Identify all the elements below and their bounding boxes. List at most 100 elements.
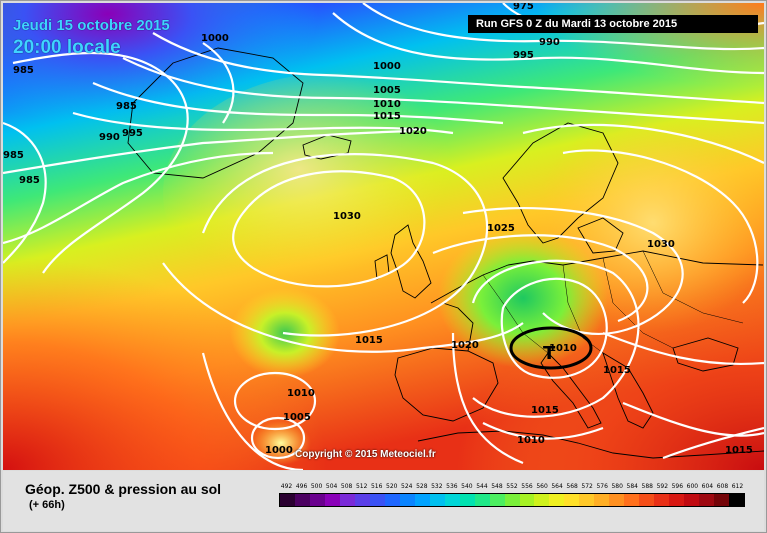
- scale-swatch: [280, 494, 295, 506]
- isobar-line: [162, 262, 524, 353]
- isobar-line: [471, 259, 640, 418]
- color-scale-bar: [279, 493, 745, 507]
- scale-label: 532: [431, 483, 443, 490]
- scale-label: 512: [355, 483, 368, 490]
- isobar-label: 1000: [373, 61, 401, 72]
- isobar-label: 1015: [355, 335, 383, 346]
- coast-iberia: [394, 347, 499, 422]
- coast-great-britain: [390, 224, 432, 299]
- scale-labels: 492 496 500 504 508 512 516 520 524 528 532 536 540 5…: [279, 483, 745, 490]
- isobar-label: 1020: [399, 126, 427, 137]
- scale-swatch: [594, 494, 610, 506]
- scale-label: 528: [416, 483, 428, 490]
- scale-swatch: [354, 494, 370, 506]
- isobar-line: [332, 12, 764, 75]
- coast-north-europe: [430, 250, 764, 304]
- scale-label: 560: [536, 483, 548, 490]
- isobar-line: [122, 57, 764, 125]
- scale-swatch: [324, 494, 340, 506]
- isobar-line: [602, 331, 764, 366]
- scale-label: 592: [656, 483, 669, 490]
- isobar-line: [201, 352, 304, 470]
- isobar-line: [522, 123, 764, 164]
- isobar-line: [622, 401, 764, 437]
- run-info: Run GFS 0 Z du Mardi 13 octobre 2015: [468, 15, 758, 33]
- isobar-line: [3, 121, 47, 264]
- isobar-line: [152, 32, 764, 105]
- z500-cutoff-low: [438, 228, 608, 368]
- scale-label: 496: [295, 483, 308, 490]
- scale-swatch: [474, 494, 490, 506]
- isobar-line: [232, 170, 426, 288]
- scale-label: 608: [716, 483, 729, 490]
- scale-swatch: [519, 494, 535, 506]
- isobar-label: 1020: [451, 340, 479, 351]
- coast-france: [442, 302, 474, 352]
- isobar-label: 985: [3, 150, 24, 161]
- isobar-line: [482, 422, 604, 440]
- scale-swatch: [369, 494, 385, 506]
- isobar-label: 1015: [373, 111, 401, 122]
- scale-label: 544: [476, 483, 488, 490]
- border-3: [602, 257, 674, 349]
- isobar-line: [72, 111, 454, 135]
- coast-balkans: [602, 351, 654, 429]
- scale-label: 504: [325, 483, 338, 490]
- isobar-label: 1015: [531, 405, 559, 416]
- isobar-line: [233, 371, 317, 431]
- legend-subtitle: (+ 66h): [29, 499, 65, 511]
- scale-label: 568: [566, 483, 578, 490]
- scale-swatch: [564, 494, 580, 506]
- scale-swatch: [579, 494, 595, 506]
- isobar-label: 995: [122, 128, 143, 139]
- isobar-label: 1030: [647, 239, 675, 250]
- isobar-label: 1005: [373, 85, 401, 96]
- scale-swatch: [414, 494, 430, 506]
- scale-swatch: [504, 494, 520, 506]
- coast-north-africa: [417, 430, 764, 459]
- isobar-line: [202, 42, 235, 124]
- scale-swatch: [294, 494, 310, 506]
- scale-label: 580: [611, 483, 623, 490]
- isobar-line: [451, 332, 524, 465]
- scale-swatch: [429, 494, 445, 506]
- isobar-label: 1010: [373, 99, 401, 110]
- legend-title: Géop. Z500 & pression au sol: [25, 481, 222, 497]
- coast-baltic: [577, 217, 624, 254]
- isobar-line: [12, 51, 189, 274]
- isobar-label: 1030: [333, 211, 361, 222]
- scale-swatch: [654, 494, 670, 506]
- border-2: [562, 264, 604, 354]
- scale-swatch: [699, 494, 715, 506]
- isobar-label: 1015: [725, 445, 753, 456]
- scale-swatch: [669, 494, 685, 506]
- isobar-label: 985: [19, 175, 40, 186]
- scale-label: 516: [370, 483, 383, 490]
- forecast-time: 20:00 locale: [13, 37, 121, 58]
- isobar-line: [362, 3, 764, 51]
- scale-swatch: [534, 494, 550, 506]
- isobar-label: 990: [99, 132, 120, 143]
- scale-label: 564: [551, 483, 563, 490]
- scale-label: 612: [731, 483, 744, 490]
- legend-panel: Géop. Z500 & pression au sol (+ 66h) 492…: [3, 471, 764, 531]
- z500-azores-south: [251, 421, 311, 465]
- weather-map: T 975 985 1000 990 995 985 985 990 995 985 1000 100…: [3, 3, 764, 470]
- isobar-label: 1005: [283, 412, 311, 423]
- coast-black-sea: [672, 337, 739, 372]
- isobar-line: [432, 234, 649, 323]
- isobar-label: 1010: [517, 435, 545, 446]
- scale-swatch: [624, 494, 640, 506]
- scale-label: 508: [340, 483, 353, 490]
- isobar-line: [500, 277, 608, 379]
- scale-swatch: [714, 494, 730, 506]
- scale-label: 500: [310, 483, 323, 490]
- isobar-label: 985: [13, 65, 34, 76]
- low-circle-marker: [509, 326, 593, 370]
- scale-label: 588: [641, 483, 653, 490]
- isobar-label: 1015: [603, 365, 631, 376]
- scale-label: 524: [401, 483, 413, 490]
